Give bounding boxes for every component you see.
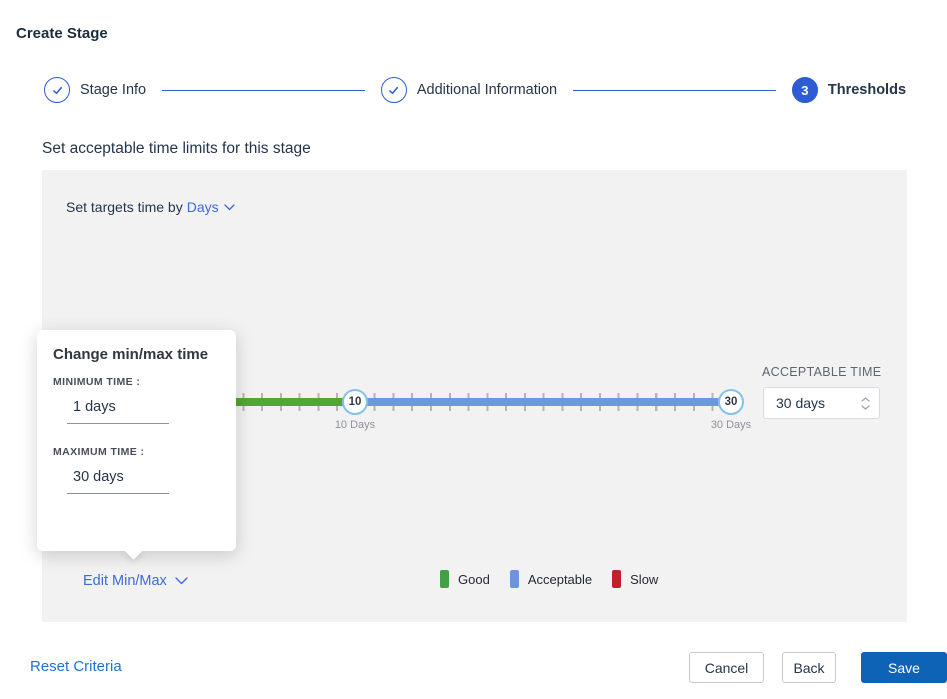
- back-button[interactable]: Back: [782, 652, 836, 683]
- good-swatch: [440, 570, 449, 588]
- save-button[interactable]: Save: [861, 652, 947, 683]
- targets-unit-value: Days: [186, 199, 219, 215]
- slider-handle-max[interactable]: 30: [718, 389, 744, 415]
- slider-max-label: 30 Days: [710, 419, 752, 431]
- minimum-time-label: MINIMUM TIME :: [53, 376, 141, 388]
- step-label: Additional Information: [416, 82, 558, 98]
- check-circle-icon: [44, 77, 70, 103]
- step-additional-information[interactable]: Additional Information: [380, 77, 558, 103]
- maximum-time-label: MAXIMUM TIME :: [53, 446, 145, 458]
- stepper-spinner: [861, 396, 879, 410]
- stepper-connector: [162, 89, 365, 91]
- minimum-time-input[interactable]: [67, 397, 169, 424]
- legend-item-good: Good: [440, 570, 490, 588]
- slow-swatch: [612, 570, 622, 588]
- legend-label: Slow: [630, 571, 659, 587]
- legend-item-slow: Slow: [612, 570, 658, 588]
- change-minmax-popup: Change min/max time MINIMUM TIME : MAXIM…: [37, 330, 236, 560]
- chevron-down-icon: [175, 577, 188, 585]
- section-heading: Set acceptable time limits for this stag…: [42, 140, 311, 157]
- slider-handle-min[interactable]: 10: [342, 389, 368, 415]
- cancel-button[interactable]: Cancel: [689, 652, 764, 683]
- edit-minmax-link[interactable]: Edit Min/Max: [83, 573, 188, 589]
- stepper-connector: [573, 89, 776, 91]
- reset-criteria-link[interactable]: Reset Criteria: [30, 658, 122, 675]
- legend-label: Good: [458, 571, 490, 587]
- slider-min-label: 10 Days: [334, 419, 376, 431]
- step-thresholds[interactable]: 3 Thresholds: [791, 77, 907, 103]
- targets-unit-dropdown[interactable]: Days: [187, 199, 235, 215]
- spinner-up-icon[interactable]: [861, 396, 870, 402]
- maximum-time-input[interactable]: [67, 467, 169, 494]
- check-circle-icon: [380, 77, 407, 103]
- spinner-down-icon[interactable]: [861, 404, 870, 410]
- set-targets-label: Set targets time by: [66, 199, 183, 215]
- popup-title: Change min/max time: [53, 346, 209, 363]
- acceptable-time-label: ACCEPTABLE TIME: [762, 365, 882, 379]
- step-label: Stage Info: [80, 82, 147, 98]
- legend-item-acceptable: Acceptable: [509, 570, 593, 588]
- acceptable-time-input[interactable]: [764, 395, 861, 411]
- wizard-stepper: Stage Info Additional Information 3 Thre…: [44, 76, 906, 104]
- step-stage-info[interactable]: Stage Info: [44, 77, 146, 103]
- step-number-badge: 3: [791, 77, 818, 103]
- slider-track-acceptable[interactable]: [355, 398, 731, 406]
- page-title: Create Stage: [16, 25, 108, 42]
- edit-minmax-label: Edit Min/Max: [83, 573, 167, 589]
- acceptable-swatch: [509, 570, 519, 588]
- legend-label: Acceptable: [527, 571, 593, 587]
- slider-track-good[interactable]: [186, 398, 356, 406]
- legend: Good Acceptable Slow: [440, 570, 658, 588]
- step-label: Thresholds: [827, 82, 907, 98]
- chevron-down-icon: [223, 203, 235, 210]
- set-targets-row: Set targets time by Days: [66, 199, 235, 215]
- acceptable-time-field: [763, 387, 880, 419]
